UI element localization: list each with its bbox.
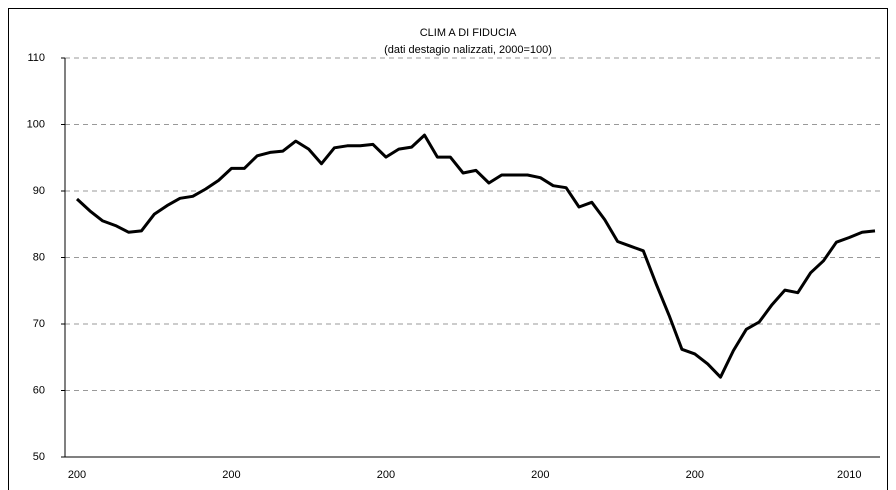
x-tick-label: 200 [377,469,395,481]
chart-subtitle: (dati destagio nalizzati, 2000=100) [384,44,552,56]
x-tick-label: 2010 [837,469,861,481]
x-tick-label: 200 [686,469,704,481]
y-tick-label: 90 [33,185,45,197]
y-tick-label: 80 [33,251,45,263]
y-tick-label: 50 [33,451,45,463]
y-tick-label: 70 [33,318,45,330]
y-tick-label: 110 [27,52,45,64]
line-series [75,133,876,379]
x-tick-label: 200 [68,469,86,481]
chart-frame [8,8,888,490]
chart-title: CLIM A DI FIDUCIA [420,27,517,39]
x-tick-label: 200 [531,469,549,481]
x-tick-label: 200 [222,469,240,481]
y-tick-label: 100 [27,118,45,130]
y-tick-label: 60 [33,384,45,396]
